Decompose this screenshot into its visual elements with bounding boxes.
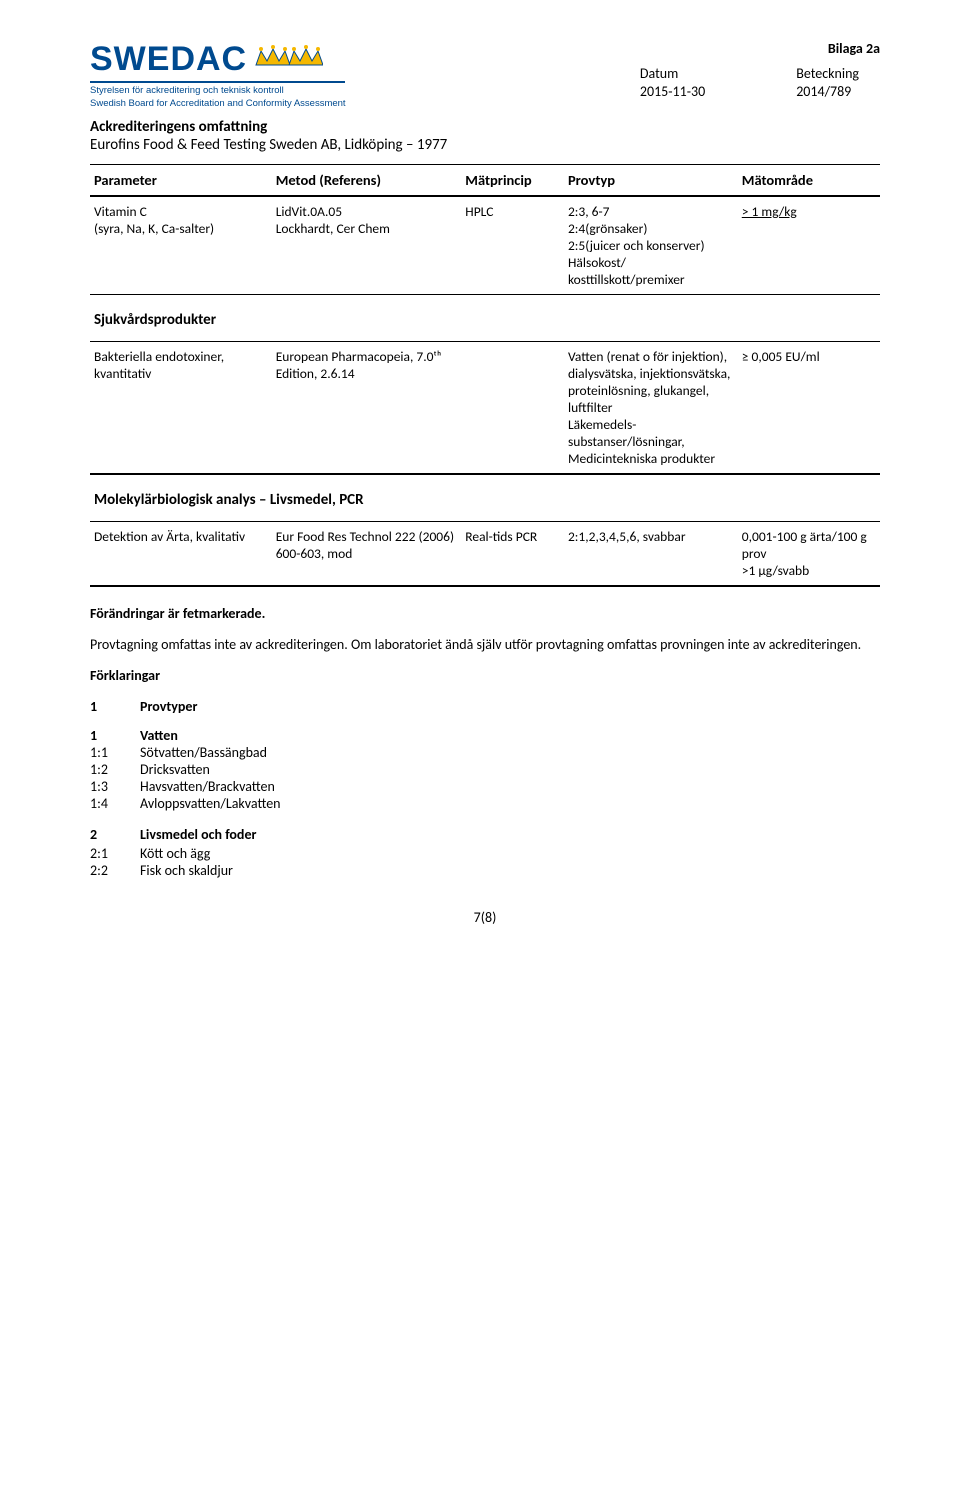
cell-matprincip: Real-tids PCR — [461, 521, 564, 586]
def-val: Fisk och skaldjur — [140, 862, 233, 879]
col-provtyp: Provtyp — [564, 164, 738, 196]
logo-subtitle-sv: Styrelsen för ackreditering och teknisk … — [90, 85, 346, 96]
changes-bold-note: Förändringar är fetmarkerade. — [90, 605, 880, 622]
col-parameter: Parameter — [90, 164, 272, 196]
cell-parameter: Vitamin C (syra, Na, K, Ca-salter) — [90, 196, 272, 295]
datum-label: Datum — [640, 65, 726, 82]
logo-block: SWEDAC Styrelsen för ackreditering och t… — [90, 40, 346, 110]
logo-subtitle-en: Swedish Board for Accreditation and Conf… — [90, 98, 346, 109]
def-key: 2:1 — [90, 845, 140, 862]
cell-parameter: Bakteriella endotoxiner, kvantitativ — [90, 341, 272, 473]
page-number: 7(8) — [90, 909, 880, 926]
def-val: Provtyper — [140, 698, 197, 715]
cell-matomrade: > 1 mg/kg — [738, 196, 880, 295]
cell-parameter: Detektion av Ärta, kvalitativ — [90, 521, 272, 586]
def-key: 1:1 — [90, 744, 140, 761]
section-title: Molekylärbiologisk analys – Livsmedel, P… — [90, 474, 564, 521]
def-key: 1:2 — [90, 761, 140, 778]
crown-icon — [253, 43, 323, 76]
col-metod: Metod (Referens) — [272, 164, 462, 196]
def-val: Vatten — [140, 727, 178, 744]
section-row: Molekylärbiologisk analys – Livsmedel, P… — [90, 474, 880, 521]
def-val: Avloppsvatten/Lakvatten — [140, 795, 281, 812]
parameter-table: Parameter Metod (Referens) Mätprincip Pr… — [90, 164, 880, 587]
table-row: Vitamin C (syra, Na, K, Ca-salter) LidVi… — [90, 196, 880, 295]
cell-provtyp: 2:3, 6-7 2:4(grönsaker) 2:5(juicer och k… — [564, 196, 738, 295]
cell-metod: Eur Food Res Technol 222 (2006) 600-603,… — [272, 521, 462, 586]
org-line: Eurofins Food & Feed Testing Sweden AB, … — [90, 136, 880, 154]
table-row: Bakteriella endotoxiner, kvantitativ Eur… — [90, 341, 880, 473]
cell-provtyp: Vatten (renat o för injektion), dialysvä… — [564, 341, 738, 473]
notes-block: Förändringar är fetmarkerade. Provtagnin… — [90, 605, 880, 879]
def-key: 1 — [90, 727, 140, 744]
cell-matprincip — [461, 341, 564, 473]
bilaga-label: Bilaga 2a — [828, 40, 880, 57]
definitions-group-1: 1 Provtyper 1 Vatten 1:1 Sötvatten/Bassä… — [90, 698, 880, 879]
table-row: Detektion av Ärta, kvalitativ Eur Food R… — [90, 521, 880, 586]
def-val: Kött och ägg — [140, 845, 210, 862]
def-key: 2:2 — [90, 862, 140, 879]
cell-metod: European Pharmacopeia, 7.0ᵗʰ Edition, 2.… — [272, 341, 462, 473]
logo-text: SWEDAC — [90, 40, 247, 79]
def-val: Havsvatten/Brackvatten — [140, 778, 275, 795]
explanations-heading: Förklaringar — [90, 667, 880, 684]
header-meta: Bilaga 2a Datum Beteckning 2015-11-30 20… — [640, 40, 880, 100]
cell-matomrade: ≥ 0,005 EU/ml — [738, 341, 880, 473]
page-header: SWEDAC Styrelsen för ackreditering och t… — [90, 40, 880, 110]
section-row: Sjukvårdsprodukter — [90, 294, 880, 341]
table-header-row: Parameter Metod (Referens) Mätprincip Pr… — [90, 164, 880, 196]
beteckning-value: 2014/789 — [796, 83, 880, 100]
section-title: Sjukvårdsprodukter — [90, 294, 564, 341]
cell-matomrade: 0,001-100 g ärta/100 g prov >1 µg/svabb — [738, 521, 880, 586]
def-val: Livsmedel och foder — [140, 826, 256, 843]
beteckning-label: Beteckning — [796, 65, 880, 82]
def-val: Sötvatten/Bassängbad — [140, 744, 267, 761]
def-key: 1:4 — [90, 795, 140, 812]
def-key: 1:3 — [90, 778, 140, 795]
col-matomrade: Mätområde — [738, 164, 880, 196]
accreditation-title: Ackrediteringens omfattning — [90, 118, 880, 136]
cell-metod: LidVit.0A.05 Lockhardt, Cer Chem — [272, 196, 462, 295]
def-val: Dricksvatten — [140, 761, 210, 778]
def-key: 1 — [90, 698, 140, 715]
datum-value: 2015-11-30 — [640, 83, 726, 100]
cell-matprincip: HPLC — [461, 196, 564, 295]
col-matprincip: Mätprincip — [461, 164, 564, 196]
def-key: 2 — [90, 826, 140, 843]
sampling-note: Provtagning omfattas inte av ackrediteri… — [90, 636, 880, 653]
cell-provtyp: 2:1,2,3,4,5,6, svabbar — [564, 521, 738, 586]
